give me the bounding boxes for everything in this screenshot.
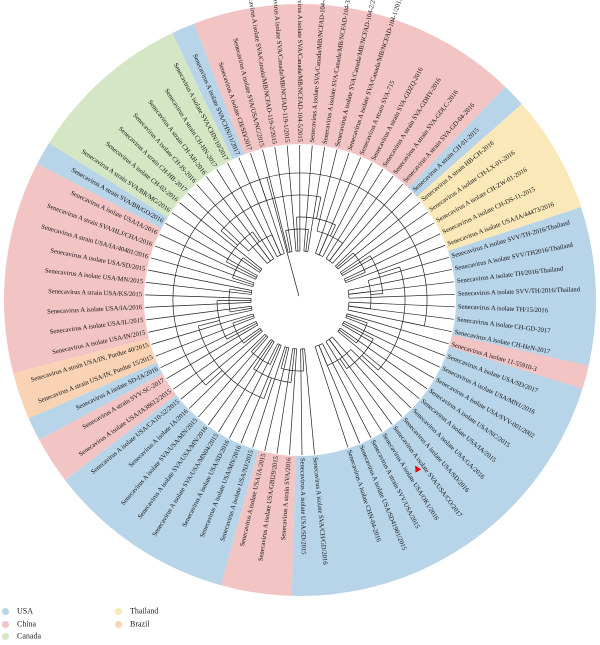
legend: USA China Canada Thailand Brazil — [0, 600, 600, 643]
legend-label: Brazil — [130, 620, 150, 629]
legend-swatch — [2, 608, 9, 615]
legend-label: USA — [17, 607, 33, 616]
legend-label: Thailand — [130, 607, 158, 616]
legend-swatch — [2, 621, 9, 628]
legend-swatch — [115, 621, 122, 628]
legend-label: China — [17, 620, 36, 629]
legend-swatch — [2, 633, 9, 640]
legend-label: Canada — [17, 632, 41, 641]
leaf-label: Senecavirus A isolate USA/SD/2015 — [299, 458, 307, 555]
leaf-label: Senecavirus A isolate SVA/Canada/MB/NCFA… — [296, 0, 303, 143]
phylogenetic-tree: Senecavirus A isolate CHN-04-2016Senecav… — [0, 0, 600, 600]
legend-swatch — [115, 608, 122, 615]
legend-item-brazil: Brazil — [115, 619, 150, 633]
legend-item-thailand: Thailand — [115, 606, 158, 620]
legend-item-usa: USA — [2, 606, 33, 620]
